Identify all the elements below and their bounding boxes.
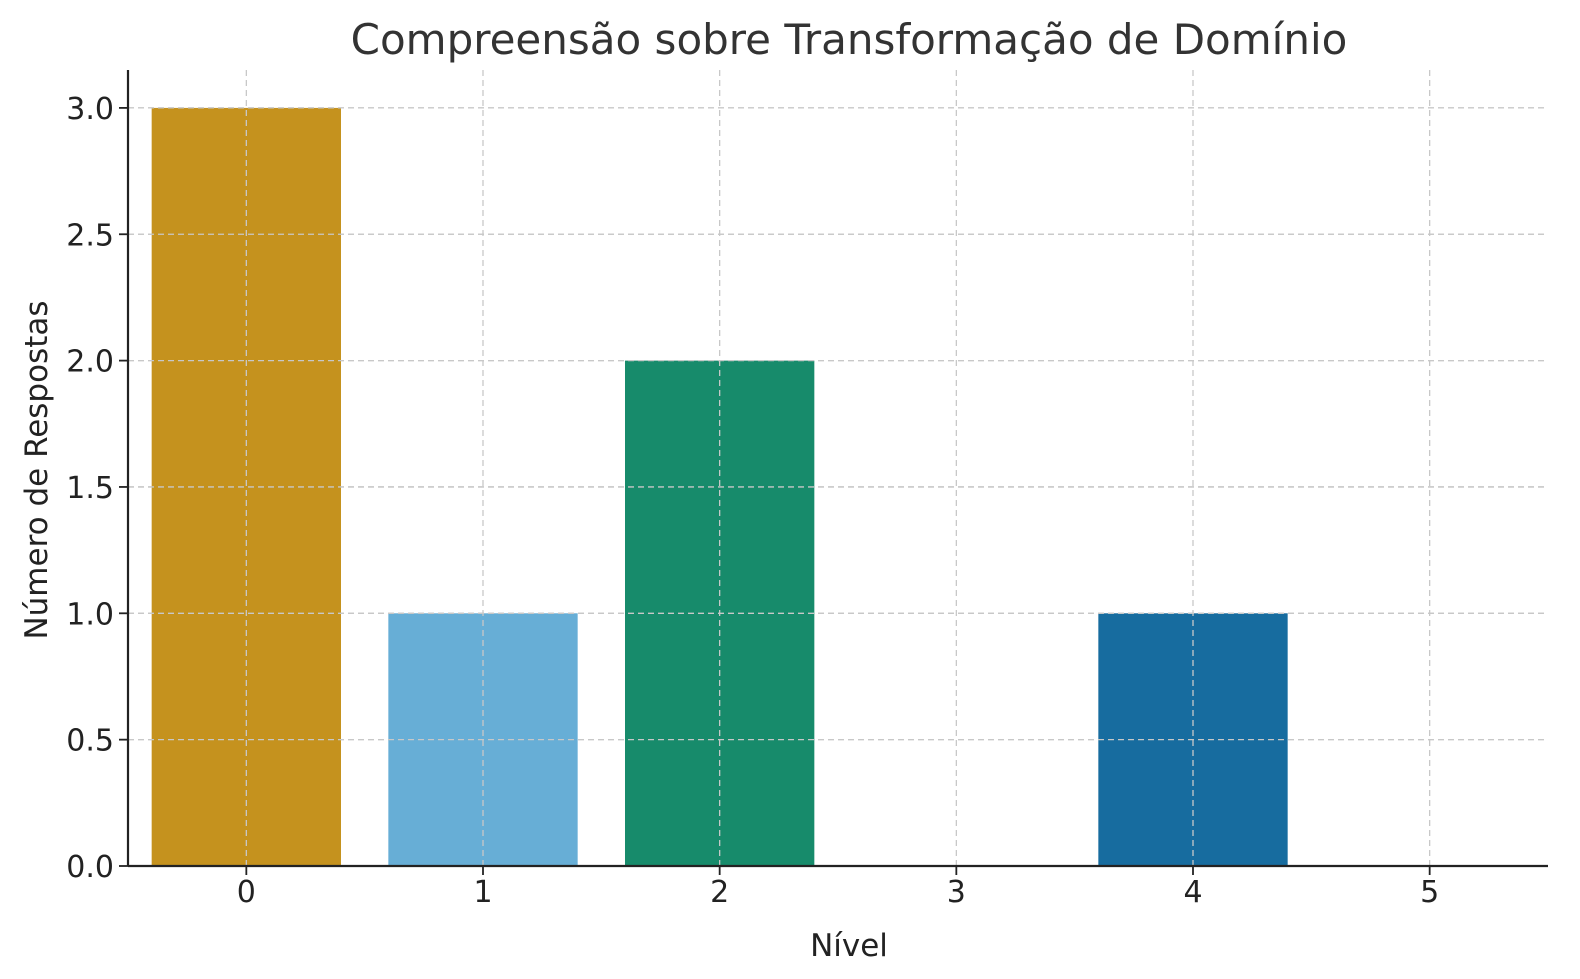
y-tick-label: 1.0 — [66, 597, 114, 632]
x-axis-label: Nível — [810, 928, 888, 964]
x-tick-label: 4 — [1183, 875, 1202, 910]
y-tick-label: 2.5 — [66, 218, 114, 253]
x-tick-label: 2 — [710, 875, 729, 910]
x-tick-label: 1 — [473, 875, 492, 910]
y-axis-label: Número de Respostas — [19, 300, 55, 639]
y-tick-label: 0.5 — [66, 724, 114, 759]
y-tick-label: 3.0 — [66, 92, 114, 127]
x-tick-label: 5 — [1420, 875, 1439, 910]
chart-title: Compreensão sobre Transformação de Domín… — [351, 15, 1348, 64]
y-tick-label: 2.0 — [66, 345, 114, 380]
axis-layer: 0.0 0.5 1.0 1.5 2.0 2.5 3.0 0 1 2 3 4 5 — [66, 70, 1548, 910]
x-tick-label: 3 — [947, 875, 966, 910]
x-tick-label: 0 — [237, 875, 256, 910]
y-tick-label: 0.0 — [66, 850, 114, 885]
y-tick-label: 1.5 — [66, 471, 114, 506]
